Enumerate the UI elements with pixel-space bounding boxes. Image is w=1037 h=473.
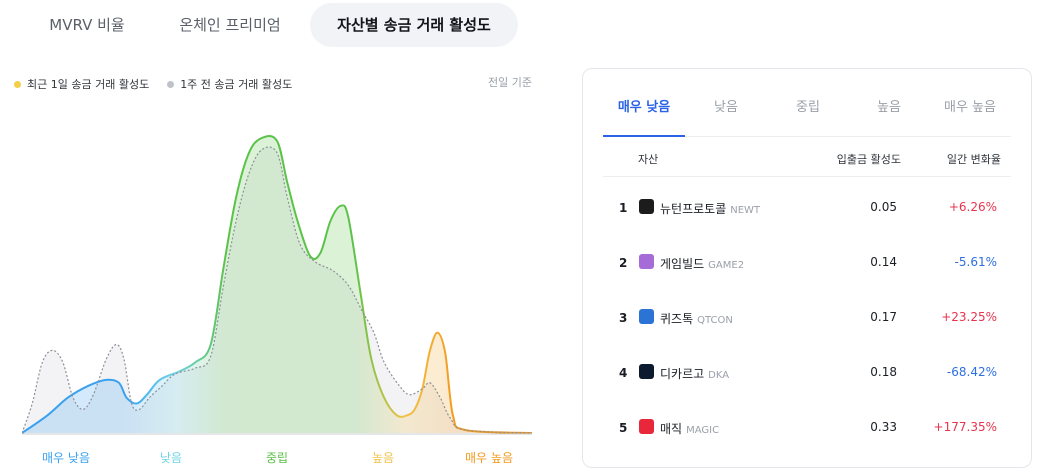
- table-row[interactable]: 2 게임빌드 GAME2 0.14 -5.61%: [603, 236, 1011, 291]
- category-label: 낮음: [159, 451, 183, 465]
- category-label: 매우 높음: [465, 451, 513, 465]
- row-rank: 5: [619, 421, 628, 435]
- category-label: 매우 낮음: [42, 451, 90, 465]
- level-tab-neutral[interactable]: 중립: [796, 100, 820, 115]
- table-header: 자산 입출금 활성도 일간 변화율: [603, 139, 1011, 177]
- asset-name[interactable]: 디카르고 DKA: [660, 365, 729, 382]
- legend-current-dot: [14, 80, 21, 88]
- level-tab-very-low[interactable]: 매우 낮음: [603, 89, 685, 137]
- activity-value: 0.33: [870, 420, 897, 434]
- tab-mvrv[interactable]: MVRV 비율: [49, 16, 125, 34]
- asset-name-text: 뉴턴프로토콜: [660, 202, 727, 216]
- row-rank: 4: [619, 366, 628, 380]
- asset-name[interactable]: 게임빌드 GAME2: [660, 255, 744, 272]
- magic-icon: [639, 419, 654, 434]
- gamebuild-icon: [639, 254, 654, 269]
- level-tab-very-high[interactable]: 매우 높음: [944, 100, 996, 115]
- category-label: 중립: [265, 451, 289, 465]
- level-tab-high[interactable]: 높음: [877, 100, 901, 115]
- activity-value: 0.05: [870, 200, 897, 214]
- asset-symbol: NEWT: [730, 205, 761, 216]
- asset-symbol: QTCON: [697, 315, 733, 326]
- chart-legend: 최근 1일 송금 거래 활성도 1주 전 송금 거래 활성도: [14, 76, 292, 92]
- series-previous-line: [22, 146, 532, 434]
- tab-transfer-activity[interactable]: 자산별 송금 거래 활성도: [310, 3, 518, 47]
- header-asset: 자산: [638, 153, 659, 166]
- quiztok-icon: [639, 309, 654, 324]
- dkargo-icon: [639, 364, 654, 379]
- legend-previous-dot: [167, 80, 175, 88]
- asset-ranking-card: 매우 낮음 낮음 중립 높음 매우 높음 자산 입출금 활성도 일간 변화율 1…: [582, 68, 1032, 468]
- level-tab-bar: 매우 낮음 낮음 중립 높음 매우 높음: [603, 89, 1011, 137]
- header-activity: 입출금 활성도: [836, 153, 901, 166]
- legend-current: 최근 1일 송금 거래 활성도: [14, 76, 149, 92]
- table-row[interactable]: 4 디카르고 DKA 0.18 -68.42%: [603, 346, 1011, 401]
- activity-value: 0.17: [870, 310, 897, 324]
- asset-name[interactable]: 뉴턴프로토콜 NEWT: [660, 200, 760, 217]
- legend-previous-label: 1주 전 송금 거래 활성도: [180, 78, 293, 91]
- asset-symbol: DKA: [708, 370, 730, 381]
- table-row[interactable]: 5 매직 MAGIC 0.33 +177.35%: [603, 401, 1011, 456]
- table-row[interactable]: 3 퀴즈톡 QTCON 0.17 +23.25%: [603, 291, 1011, 346]
- activity-value: 0.18: [870, 365, 897, 379]
- legend-current-label: 최근 1일 송금 거래 활성도: [27, 78, 150, 91]
- change-value: +177.35%: [933, 420, 997, 434]
- asset-symbol: MAGIC: [686, 425, 720, 436]
- row-rank: 2: [619, 256, 628, 270]
- newton-icon: [639, 199, 654, 214]
- asset-name-text: 퀴즈톡: [660, 312, 694, 326]
- level-tab-low[interactable]: 낮음: [714, 100, 738, 115]
- series-current-area-tint: [22, 136, 532, 433]
- change-value: -5.61%: [954, 255, 997, 269]
- row-rank: 3: [619, 311, 628, 325]
- tab-onchain-premium[interactable]: 온체인 프리미엄: [179, 16, 281, 34]
- asset-symbol: GAME2: [708, 260, 745, 271]
- asset-name[interactable]: 퀴즈톡 QTCON: [660, 310, 733, 327]
- change-value: +23.25%: [941, 310, 997, 324]
- series-current-line: [22, 134, 532, 434]
- header-change: 일간 변화율: [946, 153, 1001, 166]
- top-tab-bar: MVRV 비율 온체인 프리미엄 자산별 송금 거래 활성도: [0, 0, 540, 48]
- prev-day-note: 전일 기준: [488, 76, 532, 89]
- category-label: 높음: [371, 451, 395, 465]
- activity-value: 0.14: [870, 255, 897, 269]
- asset-name-text: 디카르고: [660, 367, 705, 381]
- asset-name-text: 매직: [660, 422, 683, 436]
- legend-previous: 1주 전 송금 거래 활성도: [167, 76, 292, 92]
- asset-name[interactable]: 매직 MAGIC: [660, 420, 719, 437]
- row-rank: 1: [619, 201, 628, 215]
- activity-distribution-chart: [22, 134, 532, 435]
- series-current-area: [22, 135, 532, 433]
- change-value: +6.26%: [948, 200, 997, 214]
- change-value: -68.42%: [946, 365, 997, 379]
- table-row[interactable]: 1 뉴턴프로토콜 NEWT 0.05 +6.26%: [603, 181, 1011, 236]
- asset-name-text: 게임빌드: [660, 257, 705, 271]
